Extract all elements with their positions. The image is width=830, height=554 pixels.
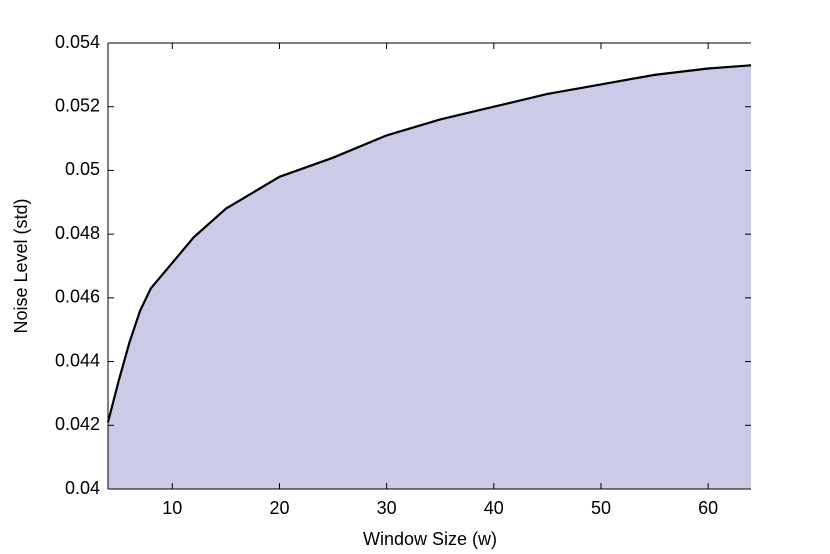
y-axis-label: Noise Level (std)	[11, 198, 31, 333]
y-tick-label: 0.05	[65, 159, 100, 179]
x-tick-label: 20	[269, 498, 289, 518]
y-tick-label: 0.054	[55, 32, 100, 52]
area	[108, 65, 751, 490]
y-tick-label: 0.048	[55, 223, 100, 243]
y-tick-label: 0.052	[55, 95, 100, 115]
y-tick-label: 0.04	[65, 478, 100, 498]
y-tick-label: 0.042	[55, 414, 100, 434]
x-tick-label: 50	[591, 498, 611, 518]
x-tick-label: 30	[377, 498, 397, 518]
y-tick-label: 0.046	[55, 287, 100, 307]
x-tick-label: 60	[698, 498, 718, 518]
area-line	[106, 64, 752, 423]
y-tick-label: 0.044	[55, 350, 100, 370]
x-axis-label: Window Size (w)	[363, 529, 497, 549]
x-tick-label: 10	[162, 498, 182, 518]
x-tick-label: 40	[484, 498, 504, 518]
